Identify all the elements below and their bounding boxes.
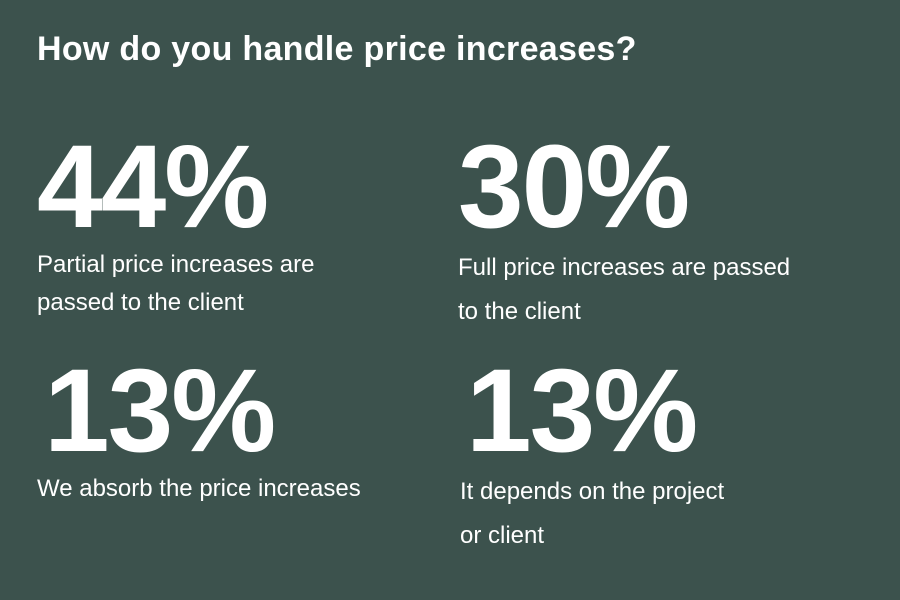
stat-block: 44% Partial price increases are passed to … bbox=[37, 128, 457, 322]
stat-block: 13% We absorb the price increases bbox=[37, 345, 464, 508]
label-line: to the client bbox=[458, 298, 581, 325]
stat-block: 13% It depends on the project or client bbox=[460, 345, 886, 558]
stat-value: 44% bbox=[37, 121, 269, 253]
label-line: We absorb the price increases bbox=[37, 475, 361, 502]
stat-value: 13% bbox=[44, 345, 276, 477]
label-line: Partial price increases are bbox=[37, 251, 315, 278]
stat-label: Partial price increases are passed to the… bbox=[37, 246, 457, 322]
stat-block: 30% Full price increases are passed to the… bbox=[458, 128, 878, 334]
stat-value: 13% bbox=[466, 345, 698, 477]
stat-value: 30% bbox=[458, 121, 690, 253]
stat-label: We absorb the price increases bbox=[37, 470, 464, 508]
stat-label: It depends on the project or client bbox=[460, 470, 886, 558]
label-line: Full price increases are passed bbox=[458, 254, 791, 281]
title: How do you handle price increases? bbox=[37, 30, 637, 68]
label-line: or client bbox=[460, 522, 545, 549]
label-line: It depends on the project bbox=[460, 478, 725, 505]
label-line: passed to the client bbox=[37, 289, 244, 316]
stat-label: Full price increases are passed to the cl… bbox=[458, 246, 878, 334]
